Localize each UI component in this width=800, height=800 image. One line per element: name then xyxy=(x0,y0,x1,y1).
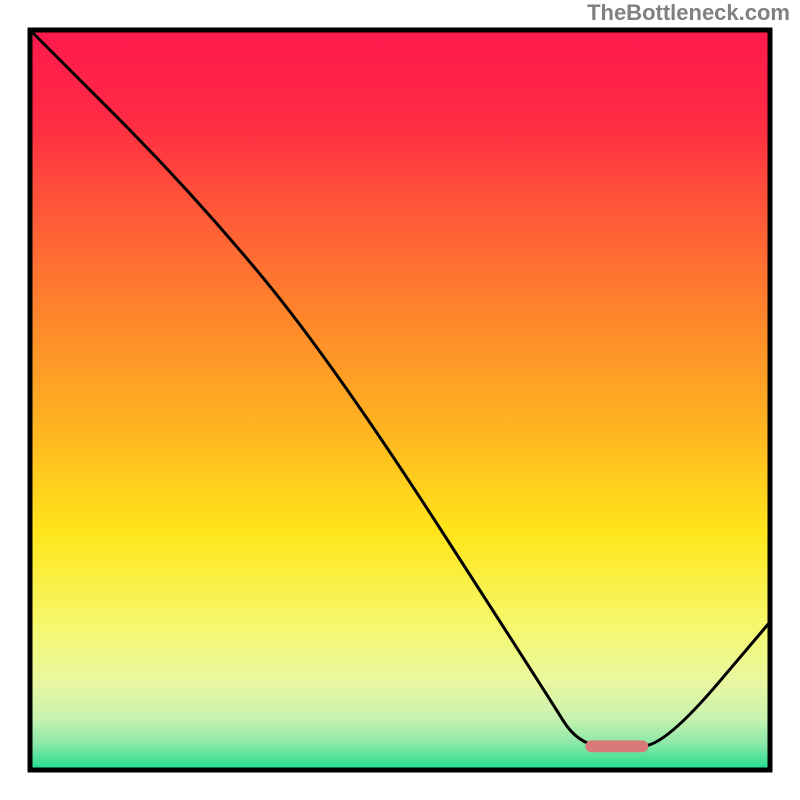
chart-container: TheBottleneck.com xyxy=(0,0,800,800)
watermark-text: TheBottleneck.com xyxy=(587,0,790,26)
bottleneck-chart xyxy=(0,0,800,800)
optimal-range-marker xyxy=(585,740,648,752)
